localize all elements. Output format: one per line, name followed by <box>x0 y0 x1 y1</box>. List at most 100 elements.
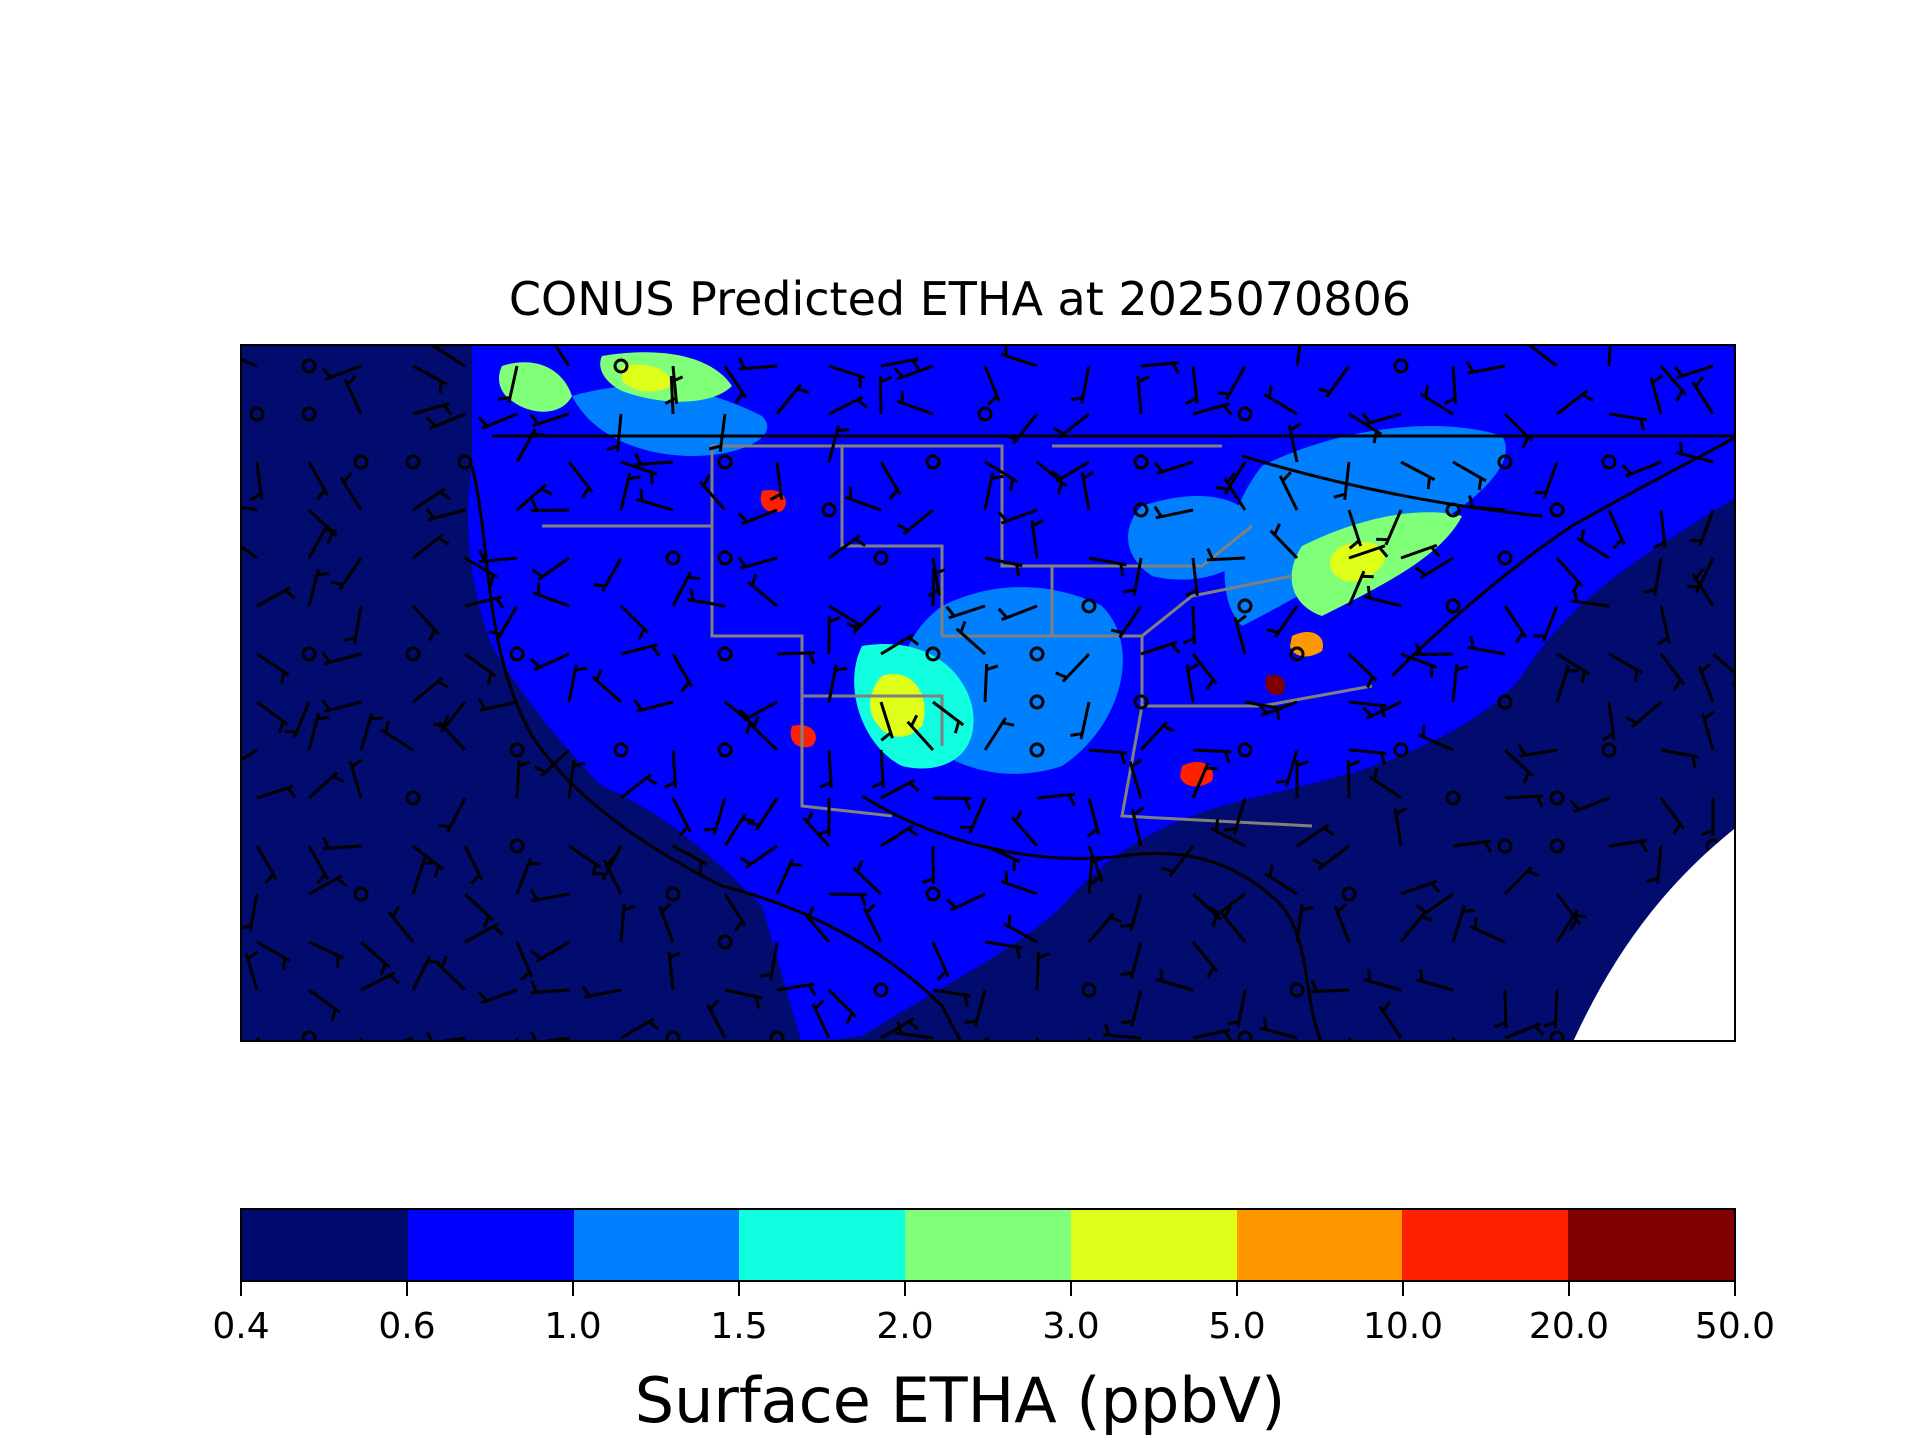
wind-barb <box>619 604 650 641</box>
wind-barb <box>1653 509 1667 549</box>
wind-barb <box>478 549 518 564</box>
wind-barb <box>477 698 518 712</box>
wind-barb <box>1136 375 1150 415</box>
wind-barb <box>602 855 623 895</box>
colorbar-tick-label: 2.0 <box>876 1306 934 1347</box>
wind-barb <box>852 860 883 896</box>
wind-barb <box>955 620 986 656</box>
wind-barb <box>1555 893 1582 931</box>
wind-barb <box>636 488 674 512</box>
wind-barb <box>1266 605 1299 639</box>
wind-barb <box>1451 1037 1456 1040</box>
calm-wind-marker <box>1289 982 1305 998</box>
wind-barb <box>880 357 921 371</box>
wind-barb <box>1712 652 1734 687</box>
wind-barb <box>1185 365 1199 406</box>
wind-barb <box>1110 605 1143 639</box>
wind-barb <box>1415 892 1454 917</box>
wind-barb <box>436 955 467 992</box>
calm-wind-marker <box>717 454 733 470</box>
calm-wind-marker <box>717 742 733 758</box>
wind-barb <box>1052 412 1090 439</box>
wind-barb <box>945 604 986 620</box>
colorbar-tick-label: 50.0 <box>1694 1306 1776 1347</box>
wind-barb <box>896 508 934 536</box>
wind-barb <box>1011 810 1039 847</box>
wind-barb <box>1070 701 1091 740</box>
wind-barb <box>1295 346 1302 367</box>
wind-barb <box>1219 905 1247 943</box>
wind-barb <box>412 364 448 394</box>
wind-barb <box>515 428 545 463</box>
calm-wind-marker <box>1549 1030 1565 1040</box>
wind-barb <box>242 748 258 761</box>
wind-barb <box>348 758 363 799</box>
wind-barb <box>1087 1037 1092 1040</box>
wind-barb <box>1035 1037 1039 1040</box>
wind-barb <box>1465 360 1506 375</box>
wind-barb <box>878 375 893 415</box>
wind-barb <box>530 980 570 995</box>
concentration-contour <box>1290 631 1323 657</box>
wind-barb <box>308 988 341 1021</box>
colorbar-tick <box>1734 1282 1736 1296</box>
wind-barb <box>1347 1037 1353 1040</box>
wind-barb <box>1070 365 1091 404</box>
calm-wind-marker <box>977 406 993 422</box>
wind-barb <box>1415 556 1454 580</box>
wind-barb <box>931 567 946 607</box>
wind-barb <box>256 652 290 684</box>
wind-barb <box>1086 797 1101 838</box>
wind-barb <box>776 982 817 996</box>
wind-barb <box>242 893 259 932</box>
colorbar-tick <box>1402 1282 1404 1296</box>
wind-barb <box>1348 748 1387 765</box>
wind-barb <box>880 824 919 848</box>
colorbar-tick-label: 0.4 <box>212 1306 270 1347</box>
calm-wind-marker <box>769 1030 785 1040</box>
calm-wind-marker <box>353 886 369 902</box>
wind-barb <box>1691 376 1715 415</box>
wind-barb <box>664 365 679 405</box>
wind-barb <box>321 651 362 666</box>
wind-barb <box>1295 904 1314 943</box>
wind-barb <box>844 487 882 512</box>
wind-barb <box>983 717 1015 751</box>
wind-barb <box>515 1037 519 1040</box>
calm-wind-marker <box>1133 502 1149 518</box>
wind-barb <box>1399 911 1433 943</box>
wind-barb <box>619 903 636 943</box>
wind-barb <box>1543 989 1559 1029</box>
wind-barb <box>1120 989 1143 1028</box>
wind-barb <box>1659 797 1685 835</box>
calm-wind-marker <box>405 646 421 662</box>
wind-barb <box>1415 969 1454 992</box>
wind-barb <box>581 985 622 999</box>
calm-wind-marker <box>1341 886 1357 902</box>
colorbar-segment <box>242 1210 408 1280</box>
wind-barb <box>1140 640 1181 656</box>
wind-barb <box>412 676 450 704</box>
calm-wind-marker <box>1029 742 1045 758</box>
wind-barb <box>1004 413 1039 445</box>
wind-barb <box>1503 605 1528 644</box>
calm-wind-marker <box>1081 982 1097 998</box>
wind-barb <box>1452 460 1487 491</box>
wind-barb <box>321 699 362 713</box>
wind-barb <box>893 364 934 381</box>
wind-barb <box>1697 662 1715 703</box>
calm-wind-marker <box>1133 694 1149 710</box>
wind-barb <box>567 664 588 703</box>
wind-barb <box>1528 346 1558 368</box>
wind-barb <box>827 664 848 703</box>
coastlines <box>470 434 1734 1040</box>
wind-barb <box>1050 460 1090 483</box>
wind-barb <box>567 760 586 799</box>
calm-wind-marker <box>1237 406 1253 422</box>
wind-barb <box>984 940 1023 960</box>
calm-wind-marker <box>1497 454 1513 470</box>
wind-barb <box>1517 744 1558 758</box>
wind-barb <box>747 797 779 831</box>
calm-wind-marker <box>1497 694 1513 710</box>
wind-barb <box>672 844 708 874</box>
